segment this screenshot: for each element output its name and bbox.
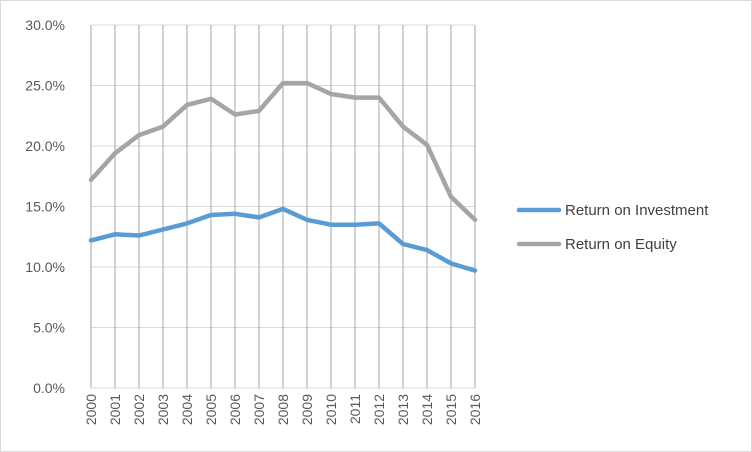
x-tick-label: 2014: [419, 394, 435, 425]
y-tick-label: 10.0%: [25, 259, 65, 275]
x-tick-label: 2001: [107, 394, 123, 425]
x-tick-label: 2000: [83, 394, 99, 425]
x-tick-label: 2012: [371, 394, 387, 425]
x-tick-label: 2005: [203, 394, 219, 425]
y-axis-ticks: 0.0% 5.0% 10.0% 15.0% 20.0% 25.0% 30.0%: [25, 17, 65, 396]
x-tick-label: 2007: [251, 394, 267, 425]
legend-label: Return on Investment: [565, 202, 709, 219]
y-tick-label: 0.0%: [33, 380, 65, 396]
y-tick-label: 20.0%: [25, 138, 65, 154]
x-tick-label: 2010: [323, 394, 339, 425]
x-tick-label: 2009: [299, 394, 315, 425]
y-tick-label: 25.0%: [25, 78, 65, 94]
y-tick-label: 30.0%: [25, 17, 65, 33]
series-lines: [88, 80, 478, 273]
series-line-return-on-investment: [88, 206, 478, 273]
x-tick-label: 2015: [443, 394, 459, 425]
legend-label: Return on Equity: [565, 236, 677, 253]
series-line-return-on-equity: [88, 80, 478, 223]
x-tick-label: 2004: [179, 394, 195, 425]
x-tick-label: 2002: [131, 394, 147, 425]
x-tick-label: 2016: [467, 394, 483, 425]
x-tick-label: 2011: [347, 394, 363, 424]
y-tick-label: 15.0%: [25, 199, 65, 215]
x-tick-label: 2006: [227, 394, 243, 425]
x-tick-label: 2013: [395, 394, 411, 425]
y-tick-label: 5.0%: [33, 320, 65, 336]
grid: [90, 24, 476, 389]
x-tick-label: 2003: [155, 394, 171, 425]
x-axis-ticks: 2000 2001 2002 2003 2004 2005 2006 2007 2008 2009…: [83, 394, 483, 425]
x-tick-label: 2008: [275, 394, 291, 425]
legend: Return on Investment Return on Equity: [516, 202, 709, 253]
